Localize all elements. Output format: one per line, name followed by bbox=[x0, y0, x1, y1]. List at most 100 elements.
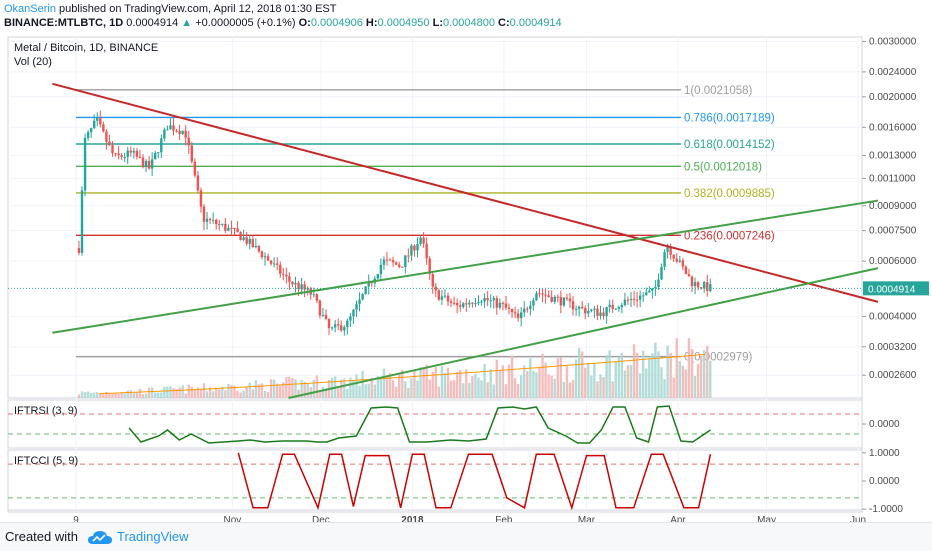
candle-body bbox=[114, 153, 117, 155]
volume-bar bbox=[523, 365, 526, 398]
candle-body bbox=[394, 262, 398, 265]
trendline bbox=[52, 199, 879, 334]
publish-info: published on TradingView.com, April 12, … bbox=[59, 3, 337, 15]
x-tick-label: May bbox=[757, 515, 776, 522]
x-tick-label: Dec bbox=[312, 515, 330, 522]
author-link[interactable]: OkanSerin bbox=[4, 3, 56, 15]
candle-body bbox=[215, 219, 218, 225]
candle-body bbox=[257, 245, 261, 252]
candle-body bbox=[111, 145, 114, 154]
candle-body bbox=[272, 263, 276, 265]
candle-body bbox=[343, 327, 346, 331]
candle-body bbox=[358, 299, 361, 305]
candle-body bbox=[96, 117, 99, 121]
candle-body bbox=[568, 298, 572, 302]
candle-body bbox=[523, 308, 526, 313]
candle-body bbox=[666, 247, 669, 252]
volume-bar bbox=[370, 377, 373, 398]
candle-body bbox=[236, 228, 239, 233]
candle-body bbox=[86, 132, 90, 138]
candle-body bbox=[150, 159, 154, 169]
volume-bar bbox=[77, 394, 81, 398]
volume-bar bbox=[678, 361, 682, 398]
candle-body bbox=[504, 303, 508, 308]
volume-bar bbox=[404, 381, 407, 398]
candle-body bbox=[684, 266, 688, 275]
volume-bar bbox=[239, 392, 242, 398]
volume-bar bbox=[690, 348, 694, 398]
volume-bar bbox=[593, 362, 596, 398]
volume-bar bbox=[288, 376, 291, 398]
candle-body bbox=[605, 307, 608, 317]
chart-canvas[interactable]: 0.0030000 0.0024000 0.0020000 0.0016000 0.00… bbox=[0, 0, 932, 522]
y-tick-label: 0.0030000 bbox=[869, 36, 917, 47]
iftcci-y-tick-label: 1.0000 bbox=[869, 448, 900, 459]
candle-body bbox=[455, 302, 459, 306]
candle-body bbox=[254, 245, 258, 248]
candle-body bbox=[135, 150, 139, 157]
volume-bar bbox=[190, 386, 194, 398]
candle-body bbox=[300, 284, 303, 290]
candle-body bbox=[626, 299, 630, 301]
candle-body bbox=[196, 175, 200, 191]
candle-body bbox=[407, 255, 410, 257]
volume-bar bbox=[446, 367, 450, 398]
fib-level-label: 0(0.0002979) bbox=[684, 352, 753, 364]
candle-body bbox=[388, 259, 392, 261]
volume-bar bbox=[471, 376, 474, 398]
candle-body bbox=[269, 260, 273, 264]
volume-bar bbox=[425, 364, 428, 398]
volume-bar bbox=[602, 377, 605, 398]
ohlc-line: BINANCE:MTLBTC, 1D 0.0004914 ▲ +0.000000… bbox=[4, 17, 562, 29]
candle-body bbox=[233, 227, 236, 229]
volume-bar bbox=[681, 365, 685, 398]
iftrsi-pane bbox=[7, 399, 863, 449]
volume-bar bbox=[516, 383, 520, 398]
volume-bar bbox=[590, 375, 593, 398]
volume-bar bbox=[428, 379, 431, 398]
x-tick-label: Jun bbox=[850, 515, 866, 522]
change-arrow-icon: ▲ bbox=[181, 17, 193, 29]
y-tick-label: 0.0004000 bbox=[869, 311, 917, 322]
volume-bar bbox=[352, 380, 355, 398]
volume-bar bbox=[193, 389, 197, 398]
volume-bar bbox=[568, 382, 572, 398]
volume-bar bbox=[440, 365, 444, 398]
volume-bar bbox=[254, 380, 258, 398]
volume-bar bbox=[480, 380, 483, 398]
candle-body bbox=[693, 282, 697, 287]
iftrsi-line bbox=[128, 405, 711, 444]
candle-body bbox=[266, 256, 270, 261]
candle-body bbox=[193, 161, 197, 176]
volume-bar bbox=[93, 392, 96, 398]
volume-bar bbox=[486, 382, 489, 398]
candle-body bbox=[154, 153, 157, 160]
volume-bar bbox=[581, 351, 584, 398]
tradingview-link[interactable]: TradingView bbox=[117, 529, 189, 544]
low-value: 0.0004800 bbox=[442, 17, 495, 29]
volume-bar bbox=[455, 371, 459, 398]
volume-label: Vol (20) bbox=[14, 56, 52, 68]
candle-body bbox=[559, 297, 563, 306]
candle-body bbox=[279, 264, 282, 274]
last-price-tag-label: 0.0004914 bbox=[868, 284, 916, 295]
x-tick-label: Feb bbox=[495, 515, 513, 522]
candle-body bbox=[416, 244, 419, 251]
volume-bar bbox=[635, 352, 639, 398]
volume-bar bbox=[599, 374, 602, 398]
volume-bar bbox=[651, 353, 654, 398]
candle-body bbox=[218, 224, 221, 226]
candle-body bbox=[538, 293, 541, 295]
volume-bar bbox=[452, 380, 456, 398]
candle-body bbox=[83, 137, 87, 191]
candle-body bbox=[565, 297, 569, 299]
volume-bar bbox=[696, 364, 700, 398]
volume-bar bbox=[169, 386, 172, 398]
volume-bar bbox=[443, 372, 447, 398]
close-value: 0.0004914 bbox=[509, 17, 562, 29]
volume-bar bbox=[468, 382, 471, 398]
candle-body bbox=[696, 282, 700, 288]
candle-body bbox=[629, 298, 633, 300]
candle-body bbox=[638, 295, 642, 300]
volume-bar bbox=[510, 355, 514, 398]
